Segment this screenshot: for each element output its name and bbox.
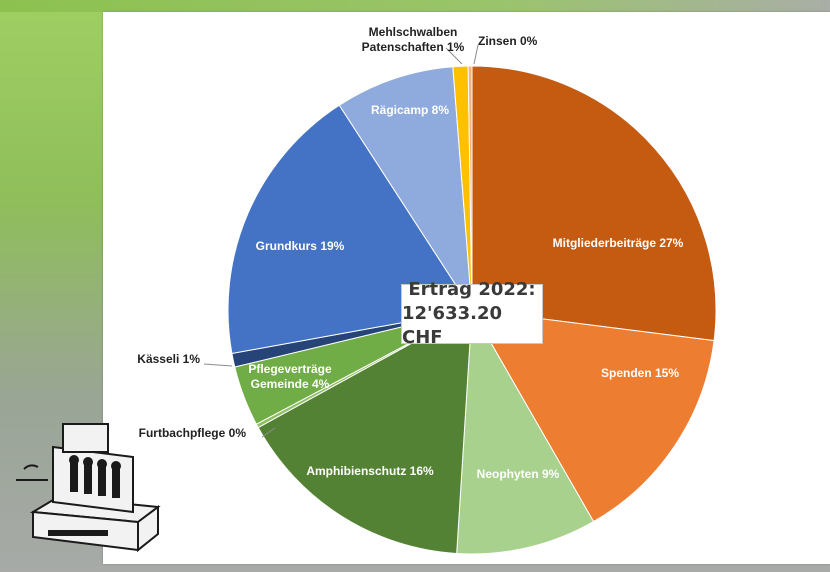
label-leader-line (203, 363, 233, 367)
slice-data-label: Furtbachpflege 0% (139, 426, 247, 440)
slice-data-label: Spenden 15% (601, 366, 679, 380)
pie-slice (471, 65, 717, 342)
cash-register-illustration (16, 423, 161, 553)
label-leader-line (445, 47, 463, 65)
slide-top-strip (0, 0, 830, 12)
pie-slice (338, 66, 473, 311)
slice-data-label: Rägicamp 8% (371, 103, 449, 117)
slice-data-label: Mehlschwalben Patenschaften 1% (362, 25, 465, 54)
pie-slice (471, 309, 715, 523)
slice-data-label: Mitgliederbeiträge 27% (553, 236, 684, 250)
slice-data-label: Grundkurs 19% (256, 239, 345, 253)
slice-data-label: Neophyten 9% (477, 467, 560, 481)
slice-data-label: Zinsen 0% (478, 34, 538, 48)
chart-title-box: Ertrag 2022: 12'633.20 CHF (401, 279, 543, 348)
slice-data-label: Kässeli 1% (137, 352, 200, 366)
pie-slice (257, 309, 473, 555)
pie-slice (456, 308, 595, 555)
label-leader-line (473, 44, 479, 65)
slice-data-label: Pflegeverträge Gemeinde 4% (248, 362, 332, 391)
chart-subtitle: 12'633.20 CHF (402, 303, 503, 348)
label-leader-line (261, 427, 276, 438)
pie-slice (467, 65, 473, 311)
slice-data-label: Amphibienschutz 16% (306, 464, 434, 478)
chart-title: Ertrag 2022: (408, 279, 536, 300)
